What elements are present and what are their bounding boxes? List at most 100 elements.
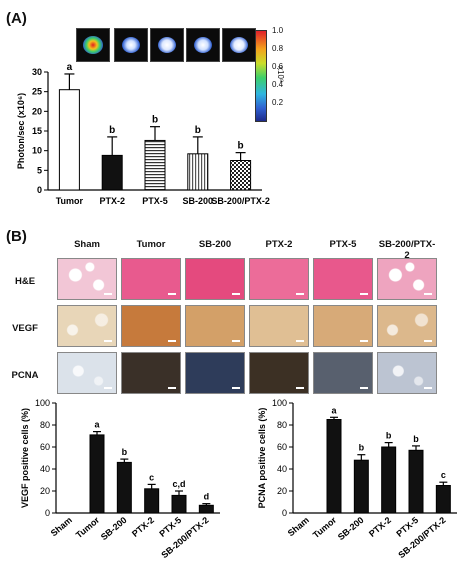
significance-letter: b: [109, 125, 115, 136]
scale-bar: [232, 340, 240, 342]
significance-letter: b: [359, 443, 365, 453]
scale-bar: [296, 340, 304, 342]
colorbar: [255, 30, 267, 122]
bar: [89, 434, 105, 514]
significance-letter: c: [149, 472, 154, 482]
scale-bar: [168, 293, 176, 295]
y-tick-label: 30: [32, 67, 42, 77]
y-tick-label: 10: [32, 146, 42, 156]
x-tick-label: Tumor: [74, 515, 102, 541]
bioluminescence-image-ptx2: [114, 28, 148, 62]
scale-bar: [232, 387, 240, 389]
bar: [230, 160, 252, 191]
colorbar-tick: 1.0: [272, 26, 284, 35]
scale-bar: [424, 340, 432, 342]
pcna-chart: 0 20 40 60 80 100 PCNA positive cells (%) Sham a…: [257, 398, 457, 560]
histology-image: [121, 352, 181, 394]
significance-letter: c: [441, 470, 446, 480]
significance-letter: a: [67, 62, 73, 73]
y-tick-label: 20: [32, 106, 42, 116]
scale-bar: [104, 293, 112, 295]
significance-letter: b: [152, 115, 158, 126]
histology-image: [121, 305, 181, 347]
bar: [187, 153, 209, 191]
y-tick-label: 0: [37, 185, 42, 195]
significance-letter: b: [238, 141, 244, 152]
x-tick-label: SB-200: [99, 515, 129, 542]
bioluminescence-image-sb200-ptx2: [222, 28, 256, 62]
histology-image: [313, 305, 373, 347]
y-tick-label: 0: [45, 508, 50, 518]
scale-bar: [168, 340, 176, 342]
scale-bar: [104, 387, 112, 389]
bioluminescence-image-tumor: [76, 28, 110, 62]
histology-image: [57, 258, 117, 300]
y-tick-label: 100: [35, 398, 50, 408]
y-tick-label: 40: [277, 464, 287, 474]
x-tick-label: SB-200/PTX-2: [211, 196, 270, 206]
bar: [101, 154, 123, 191]
scale-bar: [168, 387, 176, 389]
colorbar-tick: 0.8: [272, 44, 284, 53]
bar: [116, 461, 132, 514]
y-tick-label: 80: [277, 420, 287, 430]
scale-bar: [360, 340, 368, 342]
scale-bar: [360, 387, 368, 389]
significance-letter: c,d: [172, 479, 185, 489]
scale-bar: [424, 387, 432, 389]
histology-image: [185, 352, 245, 394]
histology-image: [377, 305, 437, 347]
histology-image: [249, 258, 309, 300]
significance-letter: b: [386, 431, 392, 441]
row-header: VEGF: [12, 323, 38, 334]
y-axis-label: Photon/sec (x10⁶): [16, 93, 26, 169]
histology-image: [121, 258, 181, 300]
histology-image: [57, 305, 117, 347]
histology-image: [57, 352, 117, 394]
y-axis-label: PCNA positive cells (%): [257, 408, 267, 509]
row-header: PCNA: [11, 370, 39, 381]
panel-a-label: (A): [6, 10, 27, 27]
x-tick-label: PTX-2: [130, 515, 156, 539]
histology-image: [249, 305, 309, 347]
photon-flux-chart: 0 5 10 15 20 25 30 Photon/sec (x10⁶) a Tumor b PTX-…: [16, 62, 270, 206]
bar: [408, 449, 424, 514]
histology-image: [249, 352, 309, 394]
histology-image: [313, 352, 373, 394]
x-tick-label: SB-200/PTX-2: [159, 515, 210, 560]
column-header: PTX-5: [329, 239, 357, 250]
significance-letter: a: [94, 420, 100, 430]
y-tick-label: 15: [32, 126, 42, 136]
x-tick-label: Sham: [49, 515, 74, 538]
x-tick-label: SB-200/PTX-2: [396, 515, 447, 560]
y-tick-label: 60: [40, 442, 50, 452]
bar: [326, 419, 342, 514]
colorbar-tick: 0.2: [272, 98, 284, 107]
column-header: SB-200: [198, 239, 232, 250]
x-tick-label: PTX-2: [367, 515, 393, 539]
bar: [435, 485, 451, 514]
scale-bar: [104, 340, 112, 342]
y-tick-label: 0: [282, 508, 287, 518]
colorbar-tick: 0.6: [272, 62, 284, 71]
scale-bar: [360, 293, 368, 295]
histology-image: [377, 258, 437, 300]
y-tick-label: 100: [272, 398, 287, 408]
y-axis-label: VEGF positive cells (%): [20, 408, 30, 508]
bioluminescence-image-sb200: [186, 28, 220, 62]
significance-letter: b: [122, 447, 128, 457]
histology-image: [377, 352, 437, 394]
y-tick-label: 5: [37, 165, 42, 175]
y-tick-label: 40: [40, 464, 50, 474]
vegf-chart: 0 20 40 60 80 100 VEGF positive cells (%) Sham a…: [20, 398, 220, 560]
histology-image: [185, 258, 245, 300]
panel-b-label: (B): [6, 228, 27, 245]
significance-letter: d: [204, 492, 210, 502]
y-tick-label: 20: [40, 486, 50, 496]
significance-letter: b: [195, 125, 201, 136]
x-tick-label: Tumor: [311, 515, 339, 541]
significance-letter: a: [331, 405, 337, 415]
bioluminescence-image-ptx5: [150, 28, 184, 62]
histology-image: [185, 305, 245, 347]
scale-bar: [424, 293, 432, 295]
